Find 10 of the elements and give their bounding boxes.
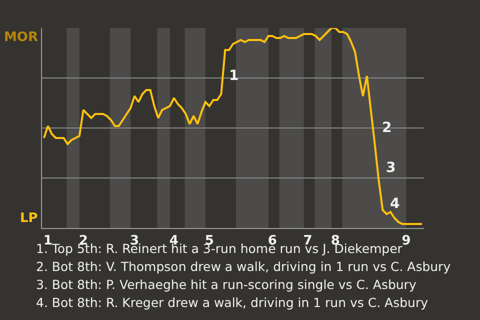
annotation: 1 <box>229 68 239 84</box>
text: MOR <box>4 30 38 45</box>
annotation: 4 <box>390 196 400 212</box>
text: 4. Bot 8th: R. Kreger drew a walk, driving in 1 run vs C. Asbury <box>36 295 429 310</box>
text: 2. Bot 8th: V. Thompson drew a walk, driving in 1 run vs C. Asbury <box>36 259 452 274</box>
x-tick-label: 9 <box>402 234 411 249</box>
annotation: 3 <box>386 160 396 176</box>
text: 3. Bot 8th: P. Verhaeghe hit a run-scoring single vs C. Asbury <box>36 277 417 292</box>
text: LP <box>20 211 38 226</box>
annotation: 2 <box>382 120 392 136</box>
